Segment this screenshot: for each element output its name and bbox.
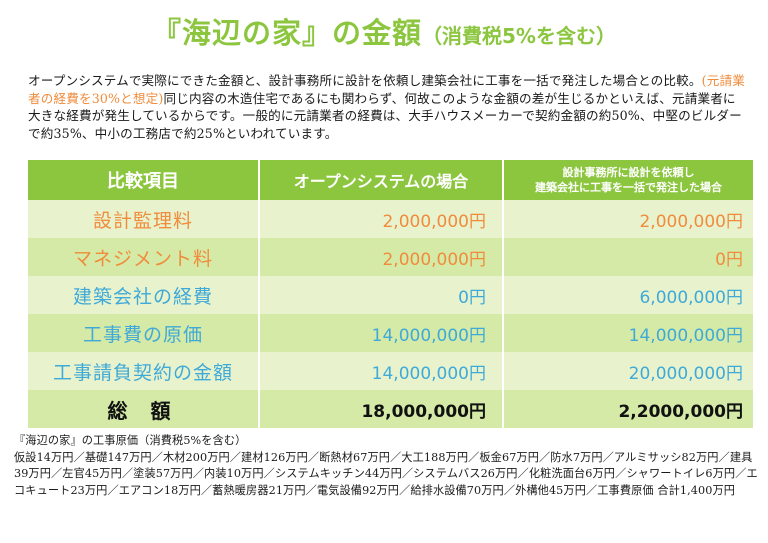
- title-sub: （消費税5%を含む）: [422, 24, 616, 48]
- total-open-value: 18,000,000円: [361, 401, 486, 422]
- general-value: 2,000,000円: [639, 211, 743, 232]
- open-value: 14,000,000円: [371, 363, 486, 384]
- row-label: 設計監理料: [92, 209, 193, 232]
- table-row: 設計監理料 2,000,000円 2,000,000円: [28, 200, 753, 238]
- total-general-value: 2,2000,000円: [618, 401, 743, 422]
- title-main: 『海辺の家』の金額: [152, 16, 423, 50]
- intro-text-2: 同じ内容の木造住宅であるにも関わらず、何故このような金額の差が生じるかといえば、…: [28, 90, 742, 141]
- cost-breakdown-body: 仮設14万円／基礎147万円／木材200万円／建材126万円／断熱材67万円／大…: [14, 450, 758, 497]
- open-value: 14,000,000円: [371, 325, 486, 346]
- table-row: 建築会社の経費 0円 6,000,000円: [28, 276, 753, 314]
- row-label: マネジメント料: [72, 247, 213, 270]
- table-row: 工事請負契約の金額 14,000,000円 20,000,000円: [28, 352, 753, 390]
- header-open-system: オープンシステムの場合: [260, 160, 504, 200]
- row-label: 工事費の原価: [82, 323, 203, 346]
- open-value: 2,000,000円: [382, 211, 486, 232]
- general-value: 20,000,000円: [628, 363, 743, 384]
- open-value: 0円: [458, 287, 486, 308]
- general-value: 6,000,000円: [639, 287, 743, 308]
- cost-breakdown-heading: 『海辺の家』の工事原価（消費税5%を含む）: [14, 434, 247, 447]
- general-value: 0円: [715, 249, 743, 270]
- total-label: 総 額: [107, 398, 179, 423]
- header-general: 設計事務所に設計を依頼し 建築会社に工事を一括で発注した場合: [504, 160, 753, 200]
- header-item: 比較項目: [28, 160, 260, 200]
- page-title: 『海辺の家』の金額（消費税5%を含む）: [0, 10, 768, 52]
- table-header-row: 比較項目 オープンシステムの場合 設計事務所に設計を依頼し 建築会社に工事を一括…: [28, 160, 753, 200]
- open-value: 2,000,000円: [382, 249, 486, 270]
- row-label: 建築会社の経費: [72, 285, 213, 308]
- cost-breakdown: 『海辺の家』の工事原価（消費税5%を含む） 仮設14万円／基礎147万円／木材2…: [14, 433, 762, 499]
- intro-text-1: オープンシステムで実際にできた金額と、設計事務所に設計を依頼し建築会社に工事を一…: [28, 73, 702, 88]
- table-row: 工事費の原価 14,000,000円 14,000,000円: [28, 314, 753, 352]
- intro-paragraph: オープンシステムで実際にできた金額と、設計事務所に設計を依頼し建築会社に工事を一…: [28, 72, 748, 142]
- table-total-row: 総 額 18,000,000円 2,2000,000円: [28, 390, 753, 428]
- header-general-line1: 設計事務所に設計を依頼し: [562, 166, 695, 179]
- intro-highlight: (元請業者の経費を30%と想定): [28, 73, 745, 106]
- comparison-table: 比較項目 オープンシステムの場合 設計事務所に設計を依頼し 建築会社に工事を一括…: [28, 160, 753, 430]
- header-general-line2: 建築会社に工事を一括で発注した場合: [535, 181, 722, 194]
- table-row: マネジメント料 2,000,000円 0円: [28, 238, 753, 276]
- general-value: 14,000,000円: [628, 325, 743, 346]
- row-label: 工事請負契約の金額: [52, 361, 233, 384]
